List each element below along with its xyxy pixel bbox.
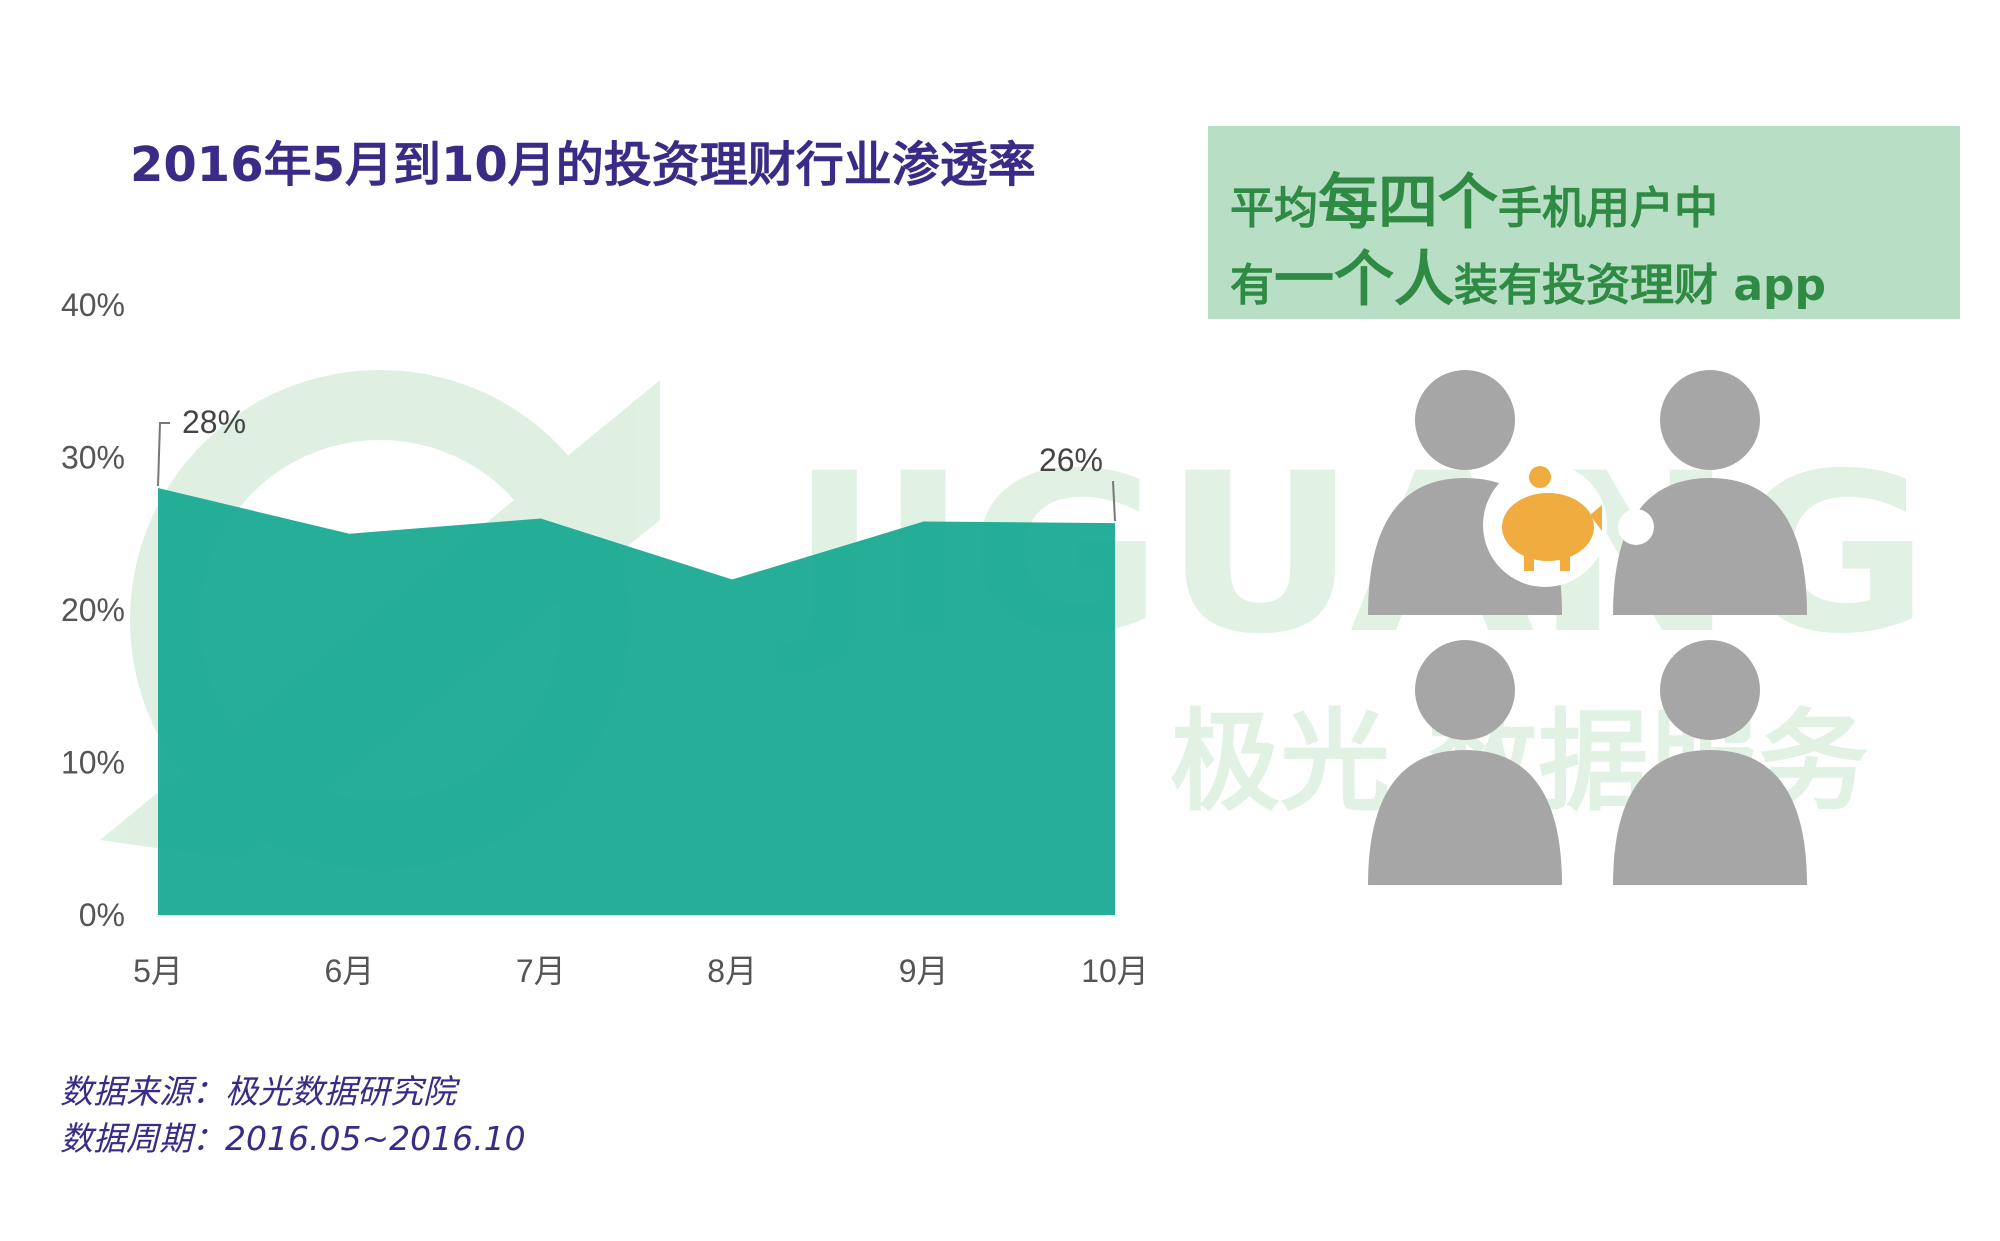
callout-text: 平均 — [1230, 183, 1318, 234]
y-tick-label: 20% — [61, 592, 125, 628]
x-tick-label: 9月 — [899, 953, 949, 989]
callout-line-1: 平均每四个手机用户中 — [1230, 154, 1718, 241]
data-label: 28% — [182, 404, 246, 440]
x-axis: 5月 6月 7月 8月 9月 10月 — [133, 953, 1149, 989]
person-icon — [1613, 370, 1807, 615]
x-tick-label: 8月 — [707, 953, 757, 989]
x-tick-label: 6月 — [324, 953, 374, 989]
data-label-leader — [157, 422, 170, 487]
y-axis: 0% 10% 20% 30% 40% — [61, 287, 125, 933]
data-label-leader — [1112, 481, 1116, 522]
x-tick-label: 10月 — [1081, 953, 1149, 989]
y-tick-label: 10% — [61, 745, 125, 781]
piggy-bank-icon — [1483, 463, 1654, 587]
data-labels: 28% 26% — [157, 404, 1116, 522]
callout-line-2: 有一个人装有投资理财 app — [1230, 231, 1826, 318]
callout-emphasis: 每四个 — [1318, 168, 1498, 238]
source-text: 数据来源：极光数据研究院 — [60, 1072, 456, 1111]
y-tick-label: 0% — [79, 897, 125, 933]
period-text: 数据周期：2016.05~2016.10 — [60, 1119, 526, 1158]
person-icon — [1368, 640, 1562, 885]
people-illustration — [1368, 370, 1807, 885]
person-icon — [1613, 640, 1807, 885]
series-area — [158, 488, 1115, 915]
callout-text: 手机用户中 — [1498, 183, 1718, 234]
chart-title: 2016年5月到10月的投资理财行业渗透率 — [130, 137, 1036, 193]
callout-emphasis: 一个人 — [1274, 245, 1454, 315]
callout-text: 有 — [1230, 260, 1274, 311]
callout-text: 装有投资理财 app — [1454, 260, 1827, 311]
x-tick-label: 7月 — [516, 953, 566, 989]
data-label: 26% — [1039, 442, 1103, 478]
x-tick-label: 5月 — [133, 953, 183, 989]
y-tick-label: 30% — [61, 440, 125, 476]
callout-box: 平均每四个手机用户中 有一个人装有投资理财 app — [1208, 126, 1960, 319]
y-tick-label: 40% — [61, 287, 125, 323]
